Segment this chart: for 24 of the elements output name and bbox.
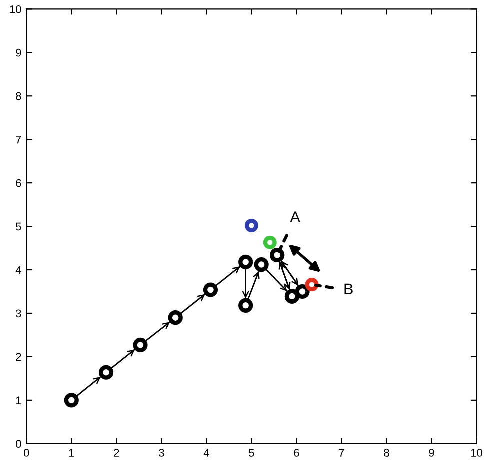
y-tick-label: 2 [16, 353, 22, 361]
x-tick-label: 6 [294, 449, 300, 457]
y-tick-label: 6 [16, 179, 22, 188]
y-tick-label: 9 [16, 48, 22, 57]
y-tick-label: 8 [16, 92, 22, 100]
x-tick-label: 8 [384, 449, 390, 457]
x-tick-label: 5 [249, 449, 254, 457]
y-tick-label: 3 [16, 310, 22, 318]
x-tick-label: 0 [24, 449, 30, 457]
y-tick-label: 0 [16, 440, 22, 448]
x-tick-label: 4 [204, 449, 210, 457]
x-tick-label: 1 [69, 449, 74, 457]
y-tick-label: 7 [16, 136, 22, 144]
x-tick-label: 3 [158, 449, 164, 457]
y-tick-label: 10 [10, 5, 22, 14]
annotation: B [344, 284, 353, 294]
x-tick-label: 10 [471, 449, 482, 457]
y-tick-label: 4 [16, 266, 22, 274]
x-tick-label: 7 [339, 449, 344, 457]
y-tick-label: 1 [16, 396, 22, 404]
annotation: A [290, 212, 300, 222]
y-tick-label: 5 [16, 222, 22, 231]
x-tick-label: 2 [114, 449, 120, 457]
x-tick-label: 9 [429, 449, 434, 457]
